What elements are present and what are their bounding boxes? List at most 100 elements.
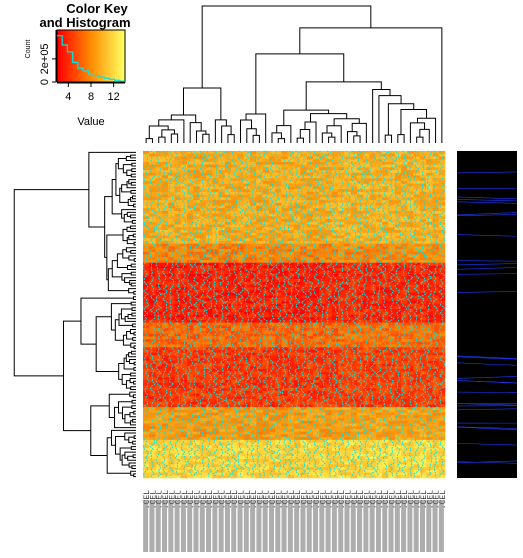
row-dendrogram-branch	[131, 174, 136, 177]
heatmap-cell	[319, 181, 326, 184]
heatmap-cell	[357, 366, 364, 369]
heatmap-cell	[357, 385, 364, 388]
heatmap-cell	[407, 369, 414, 372]
heatmap-cell	[395, 391, 402, 394]
heatmap-cell	[187, 410, 194, 413]
heatmap-cell	[269, 323, 276, 326]
heatmap-cell	[244, 285, 251, 288]
heatmap-cell	[363, 323, 370, 326]
heatmap-cell	[401, 304, 408, 307]
heatmap-cell	[300, 407, 307, 410]
row-dendrogram-branch	[134, 368, 136, 371]
row-dendrogram-branch	[131, 215, 136, 218]
heatmap-cell	[250, 380, 257, 383]
row-dendrogram-branch	[131, 373, 136, 376]
heatmap-cell	[325, 268, 332, 271]
heatmap-cell	[212, 325, 219, 328]
heatmap-cell	[307, 252, 314, 255]
heatmap-cell	[288, 372, 295, 375]
heatmap-cell	[313, 369, 320, 372]
heatmap-cell	[407, 388, 414, 391]
heatmap-cell	[294, 396, 301, 399]
heatmap-cell	[281, 293, 288, 296]
heatmap-cell	[307, 366, 314, 369]
heatmap-cell	[149, 295, 156, 298]
heatmap-cell	[407, 404, 414, 407]
heatmap-cell	[332, 260, 339, 263]
heatmap-cell	[307, 342, 314, 345]
heatmap-cell	[407, 323, 414, 326]
heatmap-cell	[162, 315, 169, 318]
heatmap-cell	[357, 355, 364, 358]
heatmap-cell	[401, 233, 408, 236]
heatmap-cell	[168, 184, 175, 187]
column-dendrogram-branch	[297, 138, 303, 143]
heatmap-cell	[187, 315, 194, 318]
heatmap-cell	[256, 290, 263, 293]
heatmap-cell	[256, 208, 263, 211]
heatmap-cell	[325, 415, 332, 418]
heatmap-cell	[401, 413, 408, 416]
heatmap-cell	[432, 374, 439, 377]
heatmap-cell	[237, 257, 244, 260]
heatmap-cell	[407, 219, 414, 222]
heatmap-cell	[200, 369, 207, 372]
heatmap-cell	[212, 301, 219, 304]
heatmap-cell	[187, 241, 194, 244]
heatmap-cell	[376, 249, 383, 252]
heatmap-cell	[307, 388, 314, 391]
heatmap-cell	[370, 216, 377, 219]
heatmap-cell	[193, 353, 200, 356]
heatmap-cell	[200, 366, 207, 369]
heatmap-cell	[307, 372, 314, 375]
heatmap-cell	[168, 323, 175, 326]
heatmap-cell	[382, 282, 389, 285]
row-dendrogram-branch	[131, 302, 136, 305]
heatmap-cell	[351, 383, 358, 386]
row-dendrogram-branch	[133, 196, 136, 199]
heatmap-cell	[357, 162, 364, 165]
heatmap-cell	[181, 170, 188, 173]
heatmap-cell	[181, 265, 188, 268]
row-dendrogram-branch	[131, 155, 136, 158]
row-dendrogram-branch	[133, 395, 136, 398]
heatmap-cell	[225, 413, 232, 416]
heatmap-cell	[231, 154, 238, 157]
heatmap-cell	[426, 219, 433, 222]
heatmap-cell	[168, 315, 175, 318]
heatmap-cell	[414, 355, 421, 358]
heatmap-cell	[426, 293, 433, 296]
heatmap-cell	[263, 347, 270, 350]
heatmap-cell	[300, 350, 307, 353]
heatmap-cell	[263, 298, 270, 301]
heatmap-cell	[319, 364, 326, 367]
heatmap-cell	[288, 260, 295, 263]
heatmap-cell	[363, 222, 370, 225]
color-key-subtitle: and Histogram	[39, 15, 130, 30]
heatmap-cell	[407, 181, 414, 184]
heatmap-cell	[300, 233, 307, 236]
heatmap-cell	[300, 339, 307, 342]
heatmap-cell	[363, 238, 370, 241]
heatmap-cell	[237, 383, 244, 386]
heatmap-cell	[376, 219, 383, 222]
heatmap-cell	[319, 214, 326, 217]
heatmap-cell	[426, 290, 433, 293]
heatmap-cell	[300, 216, 307, 219]
heatmap-cell	[325, 372, 332, 375]
heatmap-cell	[414, 260, 421, 263]
row-dendrogram-branch	[126, 156, 136, 160]
heatmap-cell	[193, 249, 200, 252]
heatmap-cell	[307, 235, 314, 238]
heatmap-cell	[407, 285, 414, 288]
heatmap-cell	[237, 260, 244, 263]
heatmap-cell	[263, 293, 270, 296]
heatmap-cell	[212, 407, 219, 410]
column-dendrogram-branch	[171, 134, 177, 143]
heatmap-cell	[344, 355, 351, 358]
heatmap-cell	[432, 244, 439, 247]
heatmap-cell	[156, 170, 163, 173]
heatmap-cell	[263, 383, 270, 386]
heatmap-cell	[281, 151, 288, 154]
heatmap-cell	[426, 260, 433, 263]
